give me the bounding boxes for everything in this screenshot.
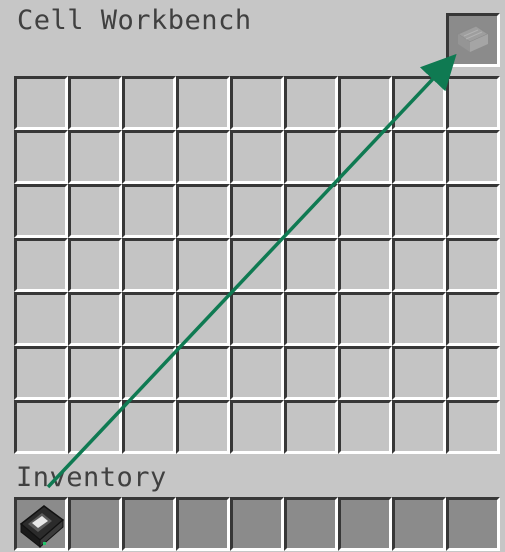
grid-slot[interactable] xyxy=(284,184,338,238)
grid-slot[interactable] xyxy=(446,130,500,184)
grid-slot[interactable] xyxy=(122,76,176,130)
grid-slot[interactable] xyxy=(122,238,176,292)
hotbar-slot[interactable] xyxy=(392,497,446,551)
hotbar-slot[interactable] xyxy=(68,497,122,551)
grid-slot[interactable] xyxy=(284,346,338,400)
hotbar-slot[interactable] xyxy=(122,497,176,551)
hotbar-slot[interactable] xyxy=(446,497,500,551)
grid-slot[interactable] xyxy=(14,346,68,400)
grid-slot[interactable] xyxy=(446,346,500,400)
grid-slot[interactable] xyxy=(68,400,122,454)
grid-slot[interactable] xyxy=(14,238,68,292)
grid-slot[interactable] xyxy=(392,130,446,184)
window-title: Cell Workbench xyxy=(17,5,252,36)
hotbar-slot[interactable] xyxy=(230,497,284,551)
grid-slot[interactable] xyxy=(338,292,392,346)
grid-slot[interactable] xyxy=(392,76,446,130)
hotbar-slot[interactable] xyxy=(338,497,392,551)
grid-slot[interactable] xyxy=(284,130,338,184)
grid-slot[interactable] xyxy=(230,292,284,346)
grid-slot[interactable] xyxy=(176,184,230,238)
grid-slot[interactable] xyxy=(338,130,392,184)
grid-slot[interactable] xyxy=(176,400,230,454)
storage-cell-icon[interactable] xyxy=(18,502,66,550)
grid-slot[interactable] xyxy=(122,400,176,454)
grid-slot[interactable] xyxy=(392,238,446,292)
grid-slot[interactable] xyxy=(176,76,230,130)
hotbar-slot[interactable] xyxy=(284,497,338,551)
grid-slot[interactable] xyxy=(284,238,338,292)
grid-slot[interactable] xyxy=(338,346,392,400)
grid-slot[interactable] xyxy=(176,130,230,184)
grid-slot[interactable] xyxy=(284,76,338,130)
grid-slot[interactable] xyxy=(338,184,392,238)
grid-slot[interactable] xyxy=(392,292,446,346)
grid-slot[interactable] xyxy=(68,238,122,292)
grid-slot[interactable] xyxy=(230,184,284,238)
grid-slot[interactable] xyxy=(392,184,446,238)
grid-slot[interactable] xyxy=(68,292,122,346)
grid-slot[interactable] xyxy=(14,130,68,184)
grid-slot[interactable] xyxy=(122,130,176,184)
grid-slot[interactable] xyxy=(338,238,392,292)
grid-slot[interactable] xyxy=(338,76,392,130)
grid-slot[interactable] xyxy=(230,130,284,184)
grid-slot[interactable] xyxy=(392,400,446,454)
grid-slot[interactable] xyxy=(284,400,338,454)
grid-slot[interactable] xyxy=(122,292,176,346)
grid-slot[interactable] xyxy=(68,184,122,238)
grid-slot[interactable] xyxy=(176,292,230,346)
hotbar-slot[interactable] xyxy=(176,497,230,551)
grid-slot[interactable] xyxy=(446,184,500,238)
grid-slot[interactable] xyxy=(284,292,338,346)
grid-slot[interactable] xyxy=(176,346,230,400)
grid-slot[interactable] xyxy=(230,76,284,130)
grid-slot[interactable] xyxy=(68,130,122,184)
grid-slot[interactable] xyxy=(14,184,68,238)
grid-slot[interactable] xyxy=(446,292,500,346)
grid-slot[interactable] xyxy=(446,400,500,454)
grid-slot[interactable] xyxy=(230,238,284,292)
grid-slot[interactable] xyxy=(230,400,284,454)
inventory-title: Inventory xyxy=(16,462,167,493)
grid-slot[interactable] xyxy=(68,76,122,130)
grid-slot[interactable] xyxy=(392,346,446,400)
grid-slot[interactable] xyxy=(338,400,392,454)
grid-slot[interactable] xyxy=(122,184,176,238)
grid-slot[interactable] xyxy=(176,238,230,292)
cell-placeholder-icon xyxy=(456,25,490,52)
grid-slot[interactable] xyxy=(14,76,68,130)
cell-slot[interactable] xyxy=(446,13,500,67)
grid-slot[interactable] xyxy=(122,346,176,400)
grid-slot[interactable] xyxy=(14,400,68,454)
grid-slot[interactable] xyxy=(446,238,500,292)
grid-slot[interactable] xyxy=(230,346,284,400)
grid-slot[interactable] xyxy=(14,292,68,346)
grid-slot[interactable] xyxy=(68,346,122,400)
grid-slot[interactable] xyxy=(446,76,500,130)
